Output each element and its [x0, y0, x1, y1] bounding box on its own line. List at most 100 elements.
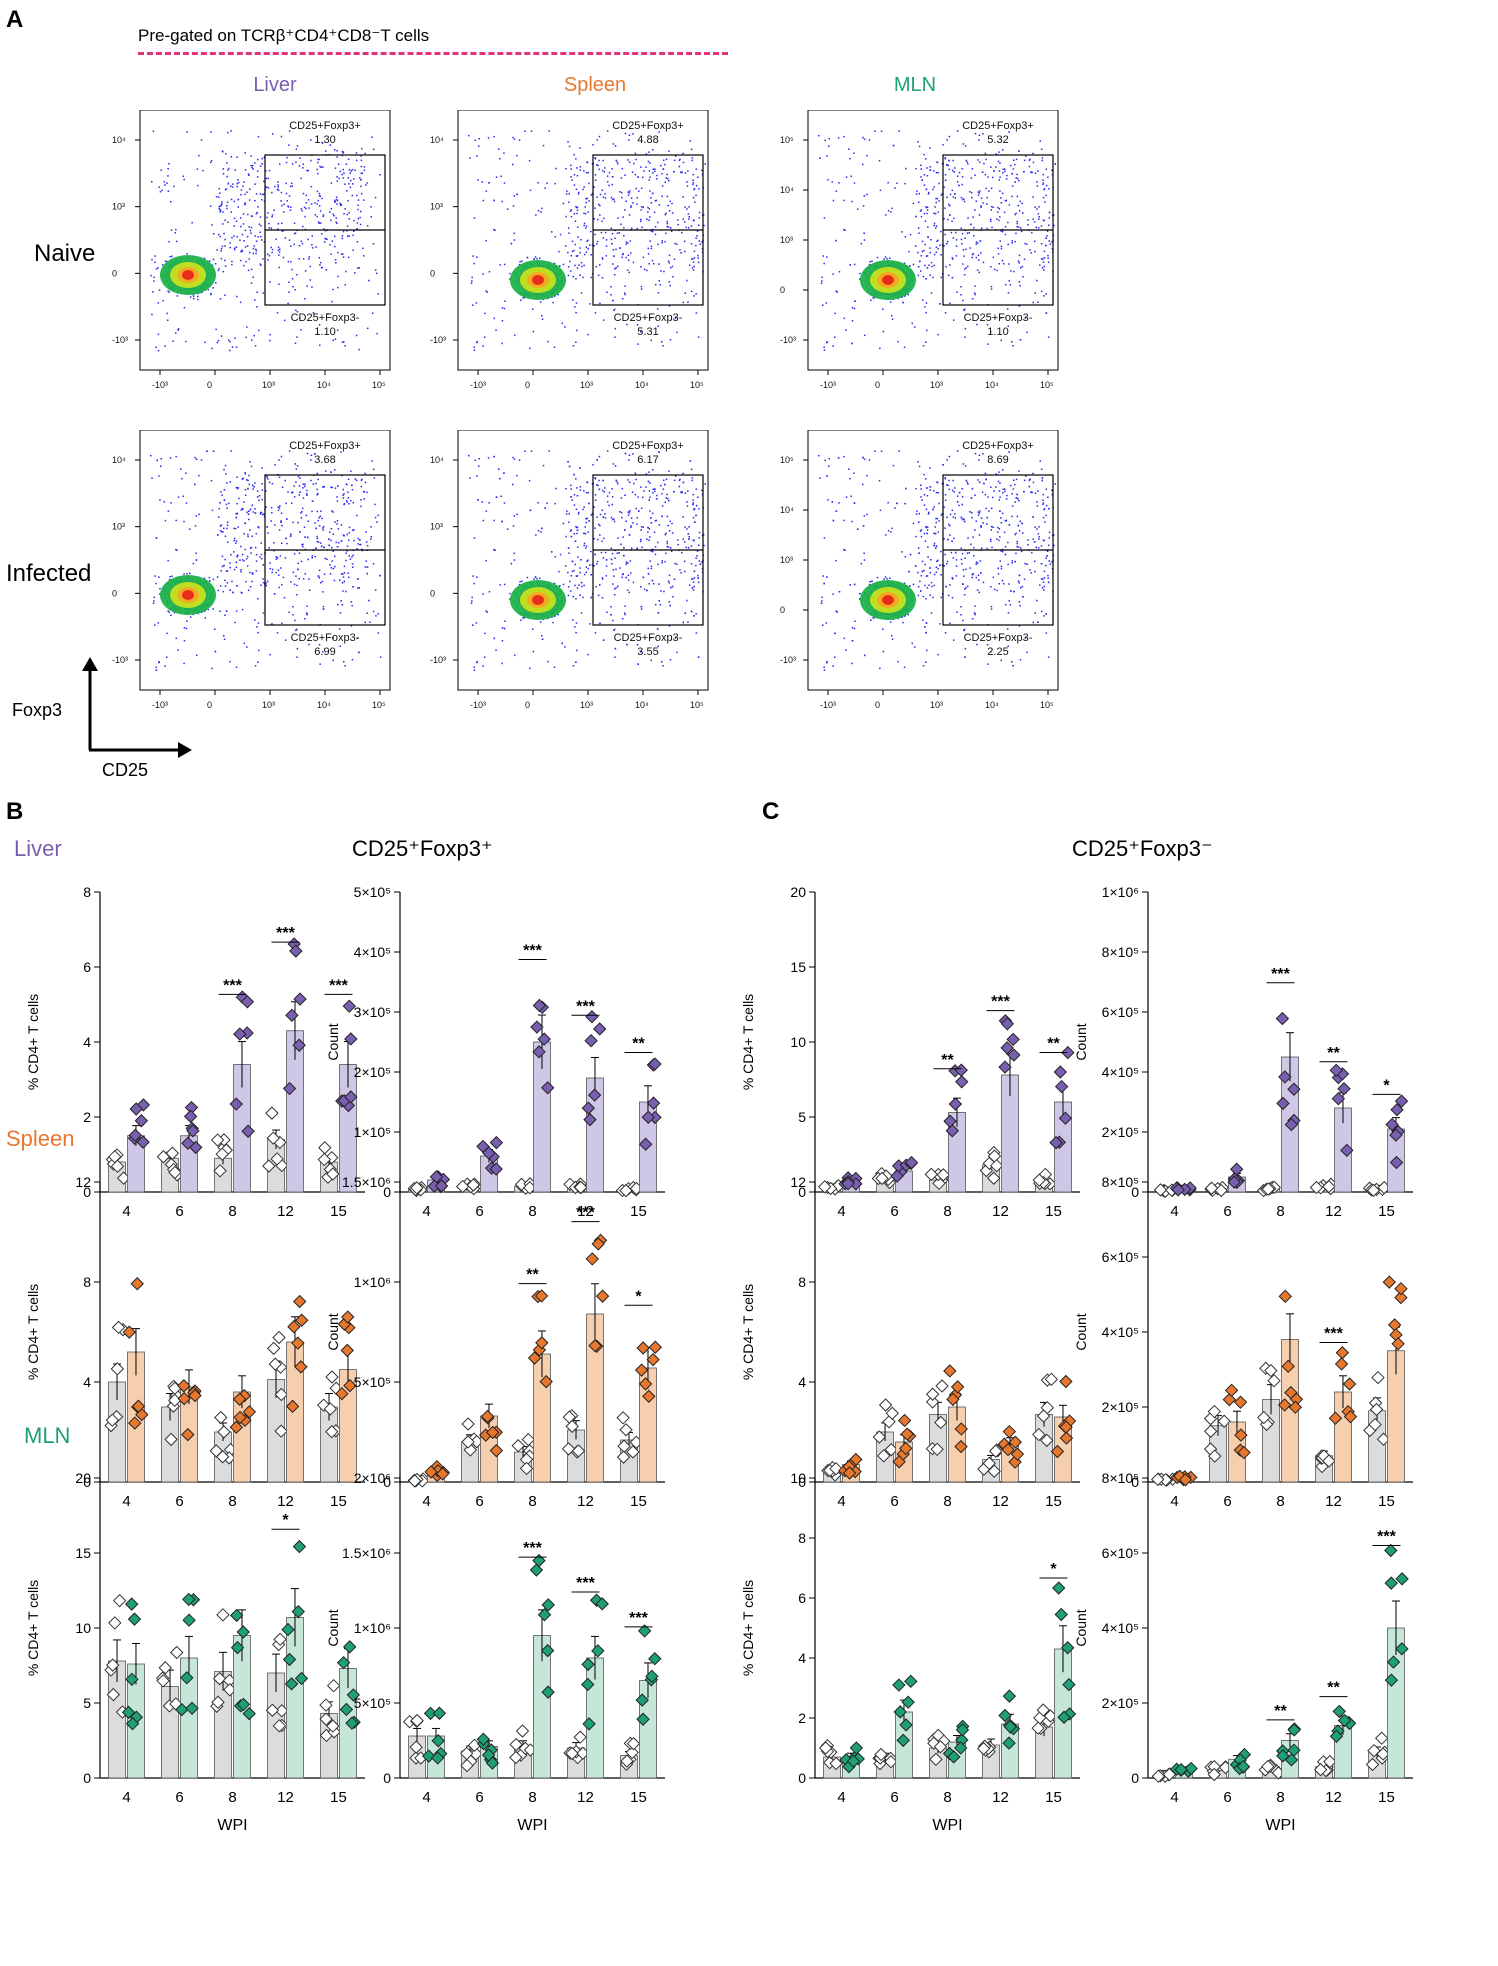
gate-top-label: CD25+Foxp3+	[962, 440, 1034, 452]
data-point	[625, 1745, 639, 1760]
y-tick-label: 8	[83, 1274, 91, 1290]
plot-frame	[807, 430, 1059, 691]
data-point	[181, 1136, 195, 1151]
panel-b-title: CD25⁺Foxp3⁺	[352, 836, 493, 861]
data-point	[1000, 1041, 1014, 1055]
data-point	[1153, 1183, 1168, 1197]
x-tick-label: 0	[875, 380, 880, 390]
pregate-text: Pre-gated on TCRβ⁺CD4⁺CD8⁻T cells	[138, 26, 430, 45]
data-point	[934, 1415, 948, 1430]
plot-frame	[457, 110, 709, 371]
data-point	[292, 1539, 307, 1554]
data-point	[1184, 1761, 1198, 1776]
data-point	[884, 1755, 898, 1769]
data-point	[435, 1467, 450, 1481]
data-point	[455, 1179, 470, 1194]
dot-cloud	[150, 450, 382, 671]
significance-marker: **	[632, 1036, 645, 1053]
data-point	[641, 1110, 655, 1124]
x-tick-label: -10³	[470, 380, 486, 390]
x-tick-label: 8	[943, 1203, 951, 1220]
x-tick-label: 8	[943, 1789, 951, 1806]
data-point	[648, 1057, 662, 1071]
data-point	[285, 1399, 300, 1414]
data-point	[134, 1114, 149, 1128]
data-point	[323, 1402, 338, 1416]
y-tick-label: -10³	[112, 335, 128, 345]
x-tick-label: 15	[1045, 1203, 1062, 1220]
data-point	[233, 1410, 247, 1425]
data-point	[125, 1716, 140, 1731]
data-point	[638, 1137, 653, 1151]
data-point	[899, 1441, 913, 1456]
data-point	[946, 1392, 960, 1407]
data-point	[540, 1643, 555, 1658]
y-tick-label: -10³	[780, 655, 796, 665]
y-tick-label: 4×10⁵	[354, 944, 391, 960]
data-point	[1171, 1183, 1185, 1197]
gate-bottom-label: CD25+Foxp3-	[964, 632, 1033, 644]
data-point	[998, 1708, 1012, 1723]
data-point	[177, 1391, 191, 1406]
data-point	[1390, 1102, 1404, 1117]
data-point	[282, 1652, 297, 1667]
x-arrow-head	[178, 742, 192, 758]
data-point	[1384, 1543, 1398, 1558]
data-point	[537, 1032, 551, 1046]
data-point	[1382, 1275, 1397, 1289]
data-point	[1261, 1182, 1275, 1196]
y-tick-label: 0	[430, 268, 435, 278]
data-point	[408, 1474, 422, 1488]
data-point	[521, 1432, 536, 1447]
data-point	[183, 1109, 198, 1124]
data-point	[1365, 1757, 1380, 1772]
data-point	[1204, 1181, 1219, 1195]
data-point	[1385, 1117, 1399, 1132]
data-point	[635, 1693, 649, 1707]
y-tick-label: 0	[798, 1184, 806, 1200]
data-point	[106, 1687, 121, 1702]
x-tick-label: 6	[1223, 1493, 1231, 1510]
data-point	[1395, 1572, 1409, 1586]
y-tick-label: -10³	[430, 655, 446, 665]
data-point	[1281, 1359, 1295, 1374]
data-point	[292, 1294, 307, 1309]
axis-key	[82, 657, 192, 758]
flow-plot: CD25+Foxp3+ 4.88 CD25+Foxp3- 5.31 -10³ 0 10³ 10…	[430, 110, 709, 390]
gate-top-value: 8.69	[987, 454, 1008, 466]
significance-marker: **	[1047, 1036, 1060, 1053]
x-tick-label: 8	[943, 1493, 951, 1510]
data-point	[282, 1081, 297, 1096]
significance-marker: **	[1327, 1680, 1340, 1697]
organ-label-liver: Liver	[14, 836, 62, 861]
gate-bottom-value: 1.10	[314, 326, 335, 338]
y-tick-label: 1×10⁵	[354, 1124, 391, 1140]
x-tick-label: 6	[1223, 1203, 1231, 1220]
gate-top-value: 4.88	[637, 134, 658, 146]
y-tick-label: 12	[790, 1174, 806, 1190]
dot-cloud	[150, 130, 381, 352]
significance-marker: ***	[1271, 966, 1290, 983]
data-point	[481, 1748, 496, 1762]
y-axis-title: % CD4+ T cells	[25, 1284, 41, 1380]
data-point	[1032, 1427, 1046, 1442]
data-point	[509, 1750, 523, 1765]
y-axis-title: Count	[325, 1313, 341, 1350]
data-point	[935, 1379, 949, 1393]
data-point	[945, 1124, 960, 1138]
data-point	[904, 1674, 918, 1689]
x-tick-label: 0	[525, 380, 530, 390]
data-point	[872, 1430, 887, 1444]
y-tick-label: 5×10⁵	[354, 884, 391, 900]
data-point	[319, 1712, 333, 1726]
column-header-spleen: Spleen	[563, 74, 627, 96]
y-tick-label: 2×10⁵	[1102, 1695, 1139, 1711]
data-point	[819, 1741, 833, 1755]
data-point	[1257, 1410, 1271, 1425]
data-point	[432, 1706, 447, 1720]
gate-bottom-value: 1.10	[987, 326, 1008, 338]
data-point	[532, 1045, 546, 1059]
data-point	[645, 1669, 659, 1684]
x-tick-label: 10³	[262, 700, 275, 710]
